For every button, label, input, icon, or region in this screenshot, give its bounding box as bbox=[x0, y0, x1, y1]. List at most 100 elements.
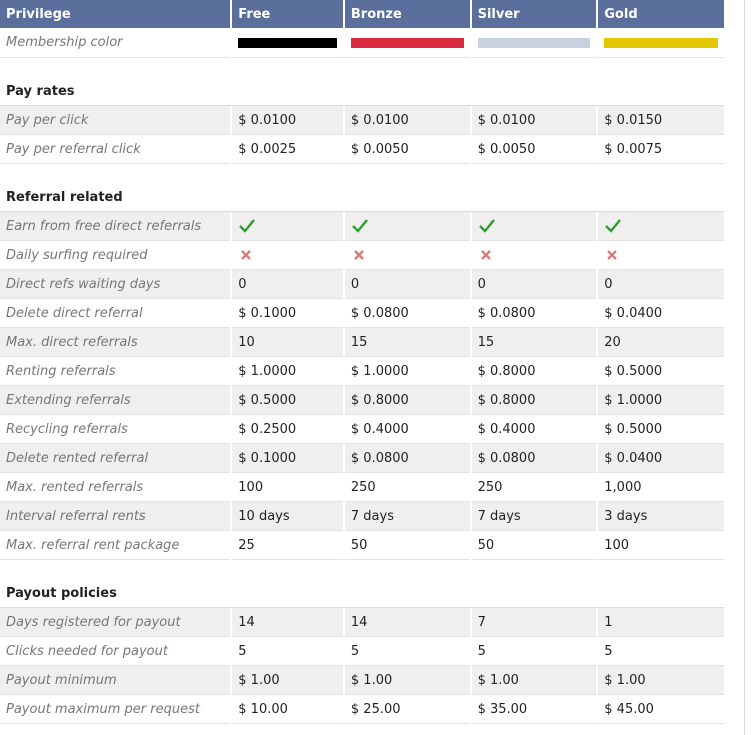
data-row: Delete rented referral $ 0.1000 $ 0.0800 $ … bbox=[0, 444, 724, 473]
row-value: 20 bbox=[598, 328, 724, 357]
tier-header: Silver bbox=[471, 0, 597, 28]
row-value: $ 0.5000 bbox=[232, 386, 343, 415]
row-label: Earn from free direct referrals bbox=[0, 212, 231, 241]
privileges-panel: Privilege Free Bronze Silver Gold Membership … bbox=[0, 0, 724, 724]
row-value: 5 bbox=[471, 637, 597, 666]
tier-header: Gold bbox=[598, 0, 724, 28]
spacer-row bbox=[0, 164, 724, 183]
membership-color-row: Membership color bbox=[0, 28, 724, 58]
row-value: 15 bbox=[344, 328, 470, 357]
row-value: $ 1.0000 bbox=[598, 386, 724, 415]
color-cell bbox=[344, 28, 470, 58]
row-label: Clicks needed for payout bbox=[0, 637, 231, 666]
row-value: 14 bbox=[344, 608, 470, 637]
data-row: Clicks needed for payout 5 5 5 5 bbox=[0, 637, 724, 666]
data-row: Interval referral rents 10 days 7 days 7 da… bbox=[0, 502, 724, 531]
row-value: 50 bbox=[344, 531, 470, 560]
spacer bbox=[0, 164, 724, 183]
row-value: $ 0.0100 bbox=[344, 106, 470, 135]
section-title: Payout policies bbox=[0, 579, 724, 608]
row-value: 100 bbox=[232, 473, 343, 502]
color-swatch bbox=[350, 37, 464, 48]
row-value: 0 bbox=[598, 270, 724, 299]
row-value: $ 0.0800 bbox=[471, 444, 597, 473]
row-value: 10 bbox=[232, 328, 343, 357]
spacer-row bbox=[0, 58, 724, 77]
row-value: $ 25.00 bbox=[344, 695, 470, 724]
color-swatch bbox=[604, 37, 718, 48]
row-value: $ 0.0075 bbox=[598, 135, 724, 164]
row-value: $ 0.0050 bbox=[344, 135, 470, 164]
spacer bbox=[0, 58, 724, 77]
row-label: Extending referrals bbox=[0, 386, 231, 415]
row-value: $ 0.0400 bbox=[598, 299, 724, 328]
data-row: Delete direct referral $ 0.1000 $ 0.0800 $ … bbox=[0, 299, 724, 328]
row-value: 250 bbox=[344, 473, 470, 502]
row-value: $ 0.8000 bbox=[344, 386, 470, 415]
row-value: 50 bbox=[471, 531, 597, 560]
row-label: Recycling referrals bbox=[0, 415, 231, 444]
cross-icon bbox=[344, 241, 470, 270]
tier-header: Free bbox=[232, 0, 343, 28]
tier-header: Bronze bbox=[344, 0, 470, 28]
spacer bbox=[0, 560, 724, 579]
color-cell bbox=[471, 28, 597, 58]
data-row: Max. referral rent package 25 50 50 100 bbox=[0, 531, 724, 560]
cross-icon bbox=[471, 241, 597, 270]
table-body: Privilege Free Bronze Silver Gold Membership … bbox=[0, 0, 724, 724]
data-row: Daily surfing required bbox=[0, 241, 724, 270]
row-label: Interval referral rents bbox=[0, 502, 231, 531]
row-value: 1,000 bbox=[598, 473, 724, 502]
data-row: Pay per referral click $ 0.0025 $ 0.0050 $ … bbox=[0, 135, 724, 164]
row-value: $ 0.0800 bbox=[471, 299, 597, 328]
privilege-header: Privilege bbox=[0, 0, 231, 28]
row-value: 0 bbox=[232, 270, 343, 299]
row-value: 250 bbox=[471, 473, 597, 502]
row-label: Max. direct referrals bbox=[0, 328, 231, 357]
row-value: $ 0.0800 bbox=[344, 444, 470, 473]
row-value: 14 bbox=[232, 608, 343, 637]
row-value: $ 1.00 bbox=[232, 666, 343, 695]
check-icon bbox=[598, 212, 724, 241]
row-label: Daily surfing required bbox=[0, 241, 231, 270]
data-row: Max. rented referrals 100 250 250 1,000 bbox=[0, 473, 724, 502]
color-swatch bbox=[477, 37, 591, 48]
data-row: Pay per click $ 0.0100 $ 0.0100 $ 0.0100 $ 0… bbox=[0, 106, 724, 135]
row-value: 7 days bbox=[471, 502, 597, 531]
row-value: 100 bbox=[598, 531, 724, 560]
row-label: Payout minimum bbox=[0, 666, 231, 695]
row-value: $ 0.0400 bbox=[598, 444, 724, 473]
row-value: $ 0.5000 bbox=[598, 357, 724, 386]
row-value: 25 bbox=[232, 531, 343, 560]
check-icon bbox=[344, 212, 470, 241]
row-value: 3 days bbox=[598, 502, 724, 531]
row-value: $ 1.00 bbox=[598, 666, 724, 695]
row-value: $ 0.4000 bbox=[344, 415, 470, 444]
data-row: Payout minimum $ 1.00 $ 1.00 $ 1.00 $ 1.00 bbox=[0, 666, 724, 695]
row-value: 7 days bbox=[344, 502, 470, 531]
section-title: Pay rates bbox=[0, 77, 724, 106]
row-value: $ 0.1000 bbox=[232, 444, 343, 473]
color-cell bbox=[598, 28, 724, 58]
spacer-row bbox=[0, 560, 724, 579]
section-row: Referral related bbox=[0, 183, 724, 212]
row-value: 5 bbox=[598, 637, 724, 666]
row-label: Max. rented referrals bbox=[0, 473, 231, 502]
data-row: Earn from free direct referrals bbox=[0, 212, 724, 241]
row-value: $ 0.0025 bbox=[232, 135, 343, 164]
row-value: $ 0.5000 bbox=[598, 415, 724, 444]
section-title: Referral related bbox=[0, 183, 724, 212]
row-label: Max. referral rent package bbox=[0, 531, 231, 560]
row-value: $ 0.0800 bbox=[344, 299, 470, 328]
section-row: Payout policies bbox=[0, 579, 724, 608]
row-value: 0 bbox=[344, 270, 470, 299]
row-label: Renting referrals bbox=[0, 357, 231, 386]
row-label: Direct refs waiting days bbox=[0, 270, 231, 299]
color-cell bbox=[232, 28, 343, 58]
row-value: 1 bbox=[598, 608, 724, 637]
row-value: 0 bbox=[471, 270, 597, 299]
row-value: $ 0.4000 bbox=[471, 415, 597, 444]
row-value: $ 0.0100 bbox=[232, 106, 343, 135]
row-value: $ 0.2500 bbox=[232, 415, 343, 444]
